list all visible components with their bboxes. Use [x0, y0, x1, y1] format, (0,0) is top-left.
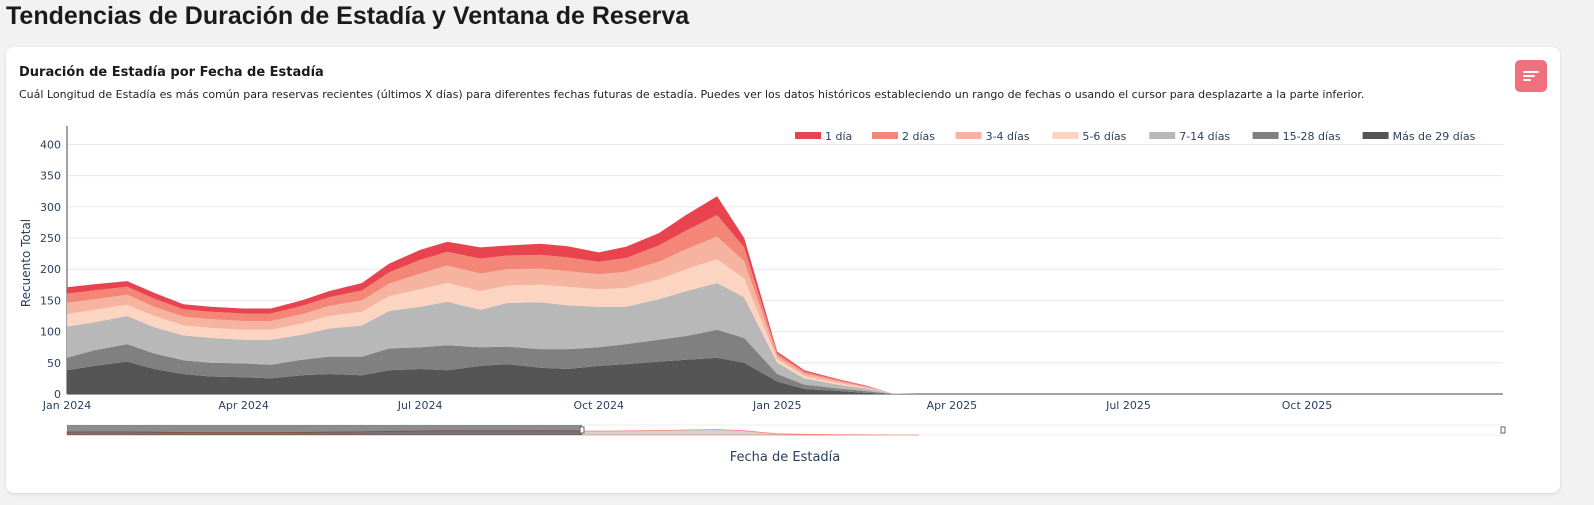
- range-slider-preview: [66, 429, 919, 436]
- legend-label: 3-4 días: [986, 130, 1030, 143]
- area-series-15-28-d-as[interactable]: [67, 329, 919, 394]
- legend-label: 15-28 días: [1283, 130, 1341, 143]
- legend-item[interactable]: 2 días: [872, 130, 935, 143]
- area-series-7-14-d-as[interactable]: [67, 283, 919, 394]
- range-slider-handle-left[interactable]: [579, 426, 585, 434]
- x-tick-label: Jan 2024: [42, 399, 91, 412]
- card-title: Duración de Estadía por Fecha de Estadía: [19, 65, 324, 80]
- y-tick-label: 0: [54, 388, 61, 401]
- legend-item[interactable]: Más de 29 días: [1362, 130, 1476, 143]
- legend-swatch: [955, 132, 982, 139]
- chart-card: Duración de Estadía por Fecha de Estadía…: [6, 47, 1560, 493]
- legend-swatch: [795, 132, 821, 139]
- legend-swatch: [1252, 132, 1279, 139]
- legend-label: 7-14 días: [1179, 130, 1230, 143]
- x-tick-label: Oct 2025: [1282, 399, 1333, 412]
- x-axis-label: Fecha de Estadía: [730, 450, 841, 465]
- page-title: Tendencias de Duración de Estadía y Vent…: [6, 2, 690, 30]
- stacked-area-chart[interactable]: 0 50 100 150 200 250 300 350 400 Jan 2024 Apr 2024…: [6, 47, 1560, 493]
- legend-item[interactable]: 15-28 días: [1252, 130, 1341, 143]
- y-tick-label: 150: [40, 294, 61, 307]
- y-tick-label: 300: [40, 201, 61, 214]
- y-tick-label: 350: [40, 170, 61, 183]
- legend-swatch: [1362, 132, 1389, 139]
- area-series-m-s-de-29-d-as[interactable]: [67, 357, 919, 394]
- y-tick-label: 200: [40, 263, 61, 276]
- card-subtitle: Cuál Longitud de Estadía es más común pa…: [19, 88, 1365, 101]
- x-tick-label: Jan 2025: [752, 399, 801, 412]
- legend-swatch: [872, 132, 898, 139]
- legend-swatch: [1052, 132, 1079, 139]
- x-tick-label: Jul 2025: [1105, 399, 1151, 412]
- y-tick-label: 50: [47, 357, 61, 370]
- x-tick-label: Apr 2024: [218, 399, 269, 412]
- legend-item[interactable]: 5-6 días: [1052, 130, 1127, 143]
- y-tick-label: 400: [40, 138, 61, 151]
- legend-item[interactable]: 1 día: [795, 130, 852, 143]
- chart-menu-button[interactable]: [1515, 60, 1547, 92]
- legend-label: 1 día: [825, 130, 852, 143]
- legend-item[interactable]: 3-4 días: [955, 130, 1030, 143]
- range-slider-handle-right[interactable]: [1500, 426, 1506, 434]
- x-tick-label: Apr 2025: [927, 399, 978, 412]
- legend-item[interactable]: 7-14 días: [1149, 130, 1230, 143]
- x-tick-label: Oct 2024: [573, 399, 624, 412]
- x-tick-label: Jul 2024: [397, 399, 443, 412]
- legend-label: Más de 29 días: [1393, 130, 1476, 143]
- legend-label: 2 días: [902, 130, 935, 143]
- y-tick-label: 100: [40, 326, 61, 339]
- y-axis-label: Recuento Total: [19, 219, 33, 307]
- range-slider-mask: [67, 425, 582, 435]
- legend-swatch: [1149, 132, 1176, 139]
- legend-label: 5-6 días: [1082, 130, 1126, 143]
- y-tick-label: 250: [40, 232, 61, 245]
